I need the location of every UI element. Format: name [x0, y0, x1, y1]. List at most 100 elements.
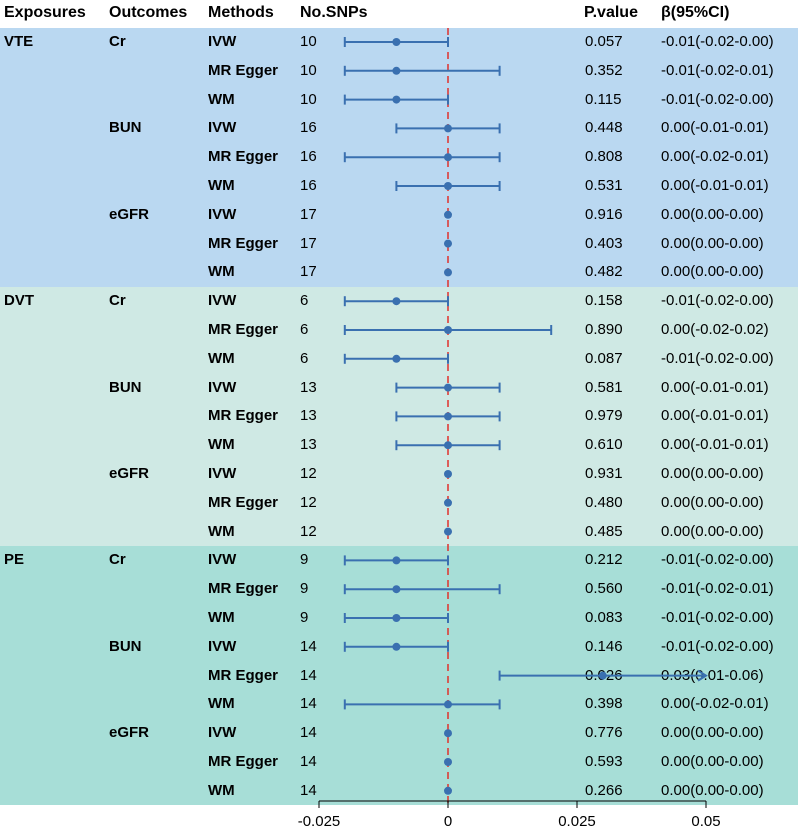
method-label: IVW: [208, 551, 237, 569]
beta-ci-value: 0.00(-0.02-0.02): [661, 321, 769, 338]
header-nsnps: No.SNPs: [300, 4, 368, 21]
pvalue-value: 0.115: [585, 90, 622, 108]
estimate-point: [392, 556, 401, 565]
nsnps-value: 13: [300, 436, 317, 454]
outcome-label: Cr: [109, 292, 126, 310]
outcome-label: eGFR: [109, 724, 150, 742]
estimate-point: [598, 671, 607, 680]
beta-ci-value: 0.00(0.00-0.00): [661, 781, 764, 799]
estimate-point: [444, 786, 452, 795]
beta-ci-value: 0.00(0.00-0.00): [661, 234, 764, 252]
estimate-point: [444, 700, 452, 709]
method-label: IVW: [208, 292, 237, 310]
beta-ci-value: 0.00(0.00-0.00): [661, 493, 764, 511]
pvalue-value: 0.480: [585, 493, 623, 511]
nsnps-value: 16: [300, 148, 317, 166]
nsnps-value: 13: [300, 407, 317, 425]
pvalue-value: 0.448: [585, 119, 623, 137]
method-label: MR Egger: [208, 234, 279, 252]
nsnps-value: 6: [300, 292, 309, 310]
pvalue-value: 0.593: [585, 753, 623, 770]
estimate-point: [444, 498, 452, 507]
pvalue-value: 0.212: [585, 551, 623, 569]
beta-ci-value: 0.00(0.00-0.00): [661, 263, 764, 281]
pvalue-value: 0.808: [585, 148, 623, 166]
estimate-point: [444, 729, 452, 738]
method-label: WM: [208, 695, 235, 713]
pvalue-value: 0.931: [585, 465, 623, 482]
estimate-point: [392, 297, 401, 306]
nsnps-value: 12: [300, 522, 317, 540]
estimate-point: [392, 585, 401, 594]
beta-ci-value: 0.00(-0.01-0.01): [661, 407, 769, 425]
outcome-label: BUN: [109, 637, 142, 655]
nsnps-value: 14: [300, 695, 317, 713]
estimate-point: [444, 268, 452, 277]
nsnps-value: 12: [300, 465, 317, 482]
nsnps-value: 9: [300, 551, 309, 569]
pvalue-value: 0.158: [585, 292, 623, 310]
beta-ci-value: 0.00(0.00-0.00): [661, 205, 764, 223]
nsnps-value: 16: [300, 119, 317, 137]
estimate-point: [444, 758, 452, 766]
outcome-label: eGFR: [109, 465, 150, 482]
nsnps-value: 6: [300, 321, 309, 338]
method-label: WM: [208, 522, 235, 540]
nsnps-value: 14: [300, 753, 317, 770]
pvalue-value: 0.581: [585, 378, 623, 396]
beta-ci-value: 0.00(0.00-0.00): [661, 465, 764, 482]
header-outcomes: Outcomes: [109, 4, 188, 21]
estimate-point: [392, 95, 401, 104]
beta-ci-value: -0.01(-0.02-0.00): [661, 609, 774, 626]
x-tick-label: -0.025: [298, 813, 341, 830]
beta-ci-value: 0.00(0.00-0.00): [661, 522, 764, 540]
beta-ci-value: 0.03(0.01-0.06): [661, 666, 764, 684]
exposure-label: PE: [4, 551, 25, 569]
estimate-point: [444, 182, 452, 190]
header-exposures: Exposures: [4, 4, 86, 21]
beta-ci-value: 0.00(-0.01-0.01): [661, 119, 769, 137]
method-label: MR Egger: [208, 321, 279, 338]
estimate-point: [444, 383, 452, 392]
nsnps-value: 17: [300, 205, 317, 223]
estimate-point: [444, 527, 452, 536]
pvalue-value: 0.531: [585, 177, 623, 194]
estimate-point: [444, 210, 452, 219]
method-label: IVW: [208, 33, 237, 50]
exposure-label: VTE: [4, 33, 34, 50]
beta-ci-value: -0.01(-0.02-0.01): [661, 61, 774, 79]
beta-ci-value: 0.00(-0.01-0.01): [661, 177, 769, 194]
estimate-point: [444, 239, 452, 248]
method-label: MR Egger: [208, 148, 279, 166]
pvalue-value: 0.890: [585, 321, 623, 338]
outcome-label: Cr: [109, 551, 126, 569]
nsnps-value: 16: [300, 177, 317, 194]
beta-ci-value: 0.00(-0.01-0.01): [661, 378, 769, 396]
estimate-point: [444, 153, 452, 162]
method-label: WM: [208, 90, 235, 108]
nsnps-value: 10: [300, 90, 317, 108]
method-label: MR Egger: [208, 666, 279, 684]
pvalue-value: 0.916: [585, 205, 623, 223]
nsnps-value: 17: [300, 263, 317, 281]
x-tick-label: 0.025: [558, 813, 596, 830]
header-beta-ci: β(95%CI): [661, 4, 730, 21]
pvalue-value: 0.087: [585, 349, 623, 367]
method-label: IVW: [208, 637, 237, 655]
beta-ci-value: 0.00(0.00-0.00): [661, 724, 764, 742]
method-label: WM: [208, 436, 235, 454]
method-label: IVW: [208, 465, 237, 482]
nsnps-value: 12: [300, 493, 317, 511]
estimate-point: [444, 412, 452, 421]
pvalue-value: 0.403: [585, 234, 623, 252]
nsnps-value: 14: [300, 724, 317, 742]
nsnps-value: 9: [300, 609, 309, 626]
x-tick-label: 0: [444, 813, 452, 830]
method-label: MR Egger: [208, 61, 279, 79]
estimate-point: [392, 354, 401, 363]
outcome-label: Cr: [109, 33, 126, 50]
nsnps-value: 9: [300, 580, 309, 598]
nsnps-value: 10: [300, 33, 317, 50]
pvalue-value: 0.266: [585, 781, 623, 799]
